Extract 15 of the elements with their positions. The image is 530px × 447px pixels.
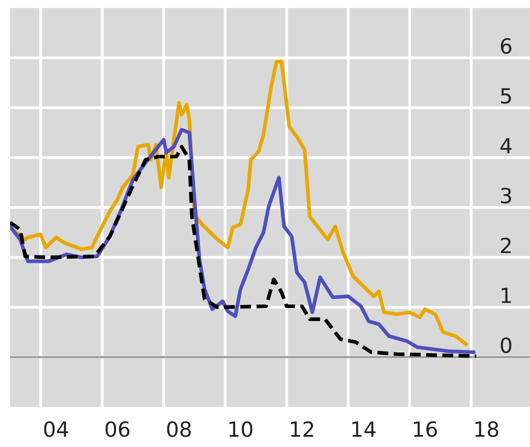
y-tick-label: 3: [501, 188, 512, 204]
y-tick-label: 1: [502, 288, 511, 303]
x-tick-label: 16: [414, 421, 437, 438]
x-tick-label: 12: [291, 421, 314, 437]
y-tick-label: 2: [500, 238, 511, 254]
y-tick-label: 4: [500, 138, 512, 154]
y-tick-label: 0: [500, 337, 512, 354]
x-tick-label: 10: [229, 421, 252, 438]
x-tick-label: 04: [44, 421, 68, 438]
x-tick-label: 18: [475, 421, 498, 438]
y-tick-label: 6: [500, 38, 512, 54]
x-tick-label: 08: [167, 421, 191, 438]
y-tick-label: 5: [501, 88, 511, 104]
x-tick-label: 14: [352, 422, 376, 437]
x-tick-label: 06: [106, 421, 130, 438]
